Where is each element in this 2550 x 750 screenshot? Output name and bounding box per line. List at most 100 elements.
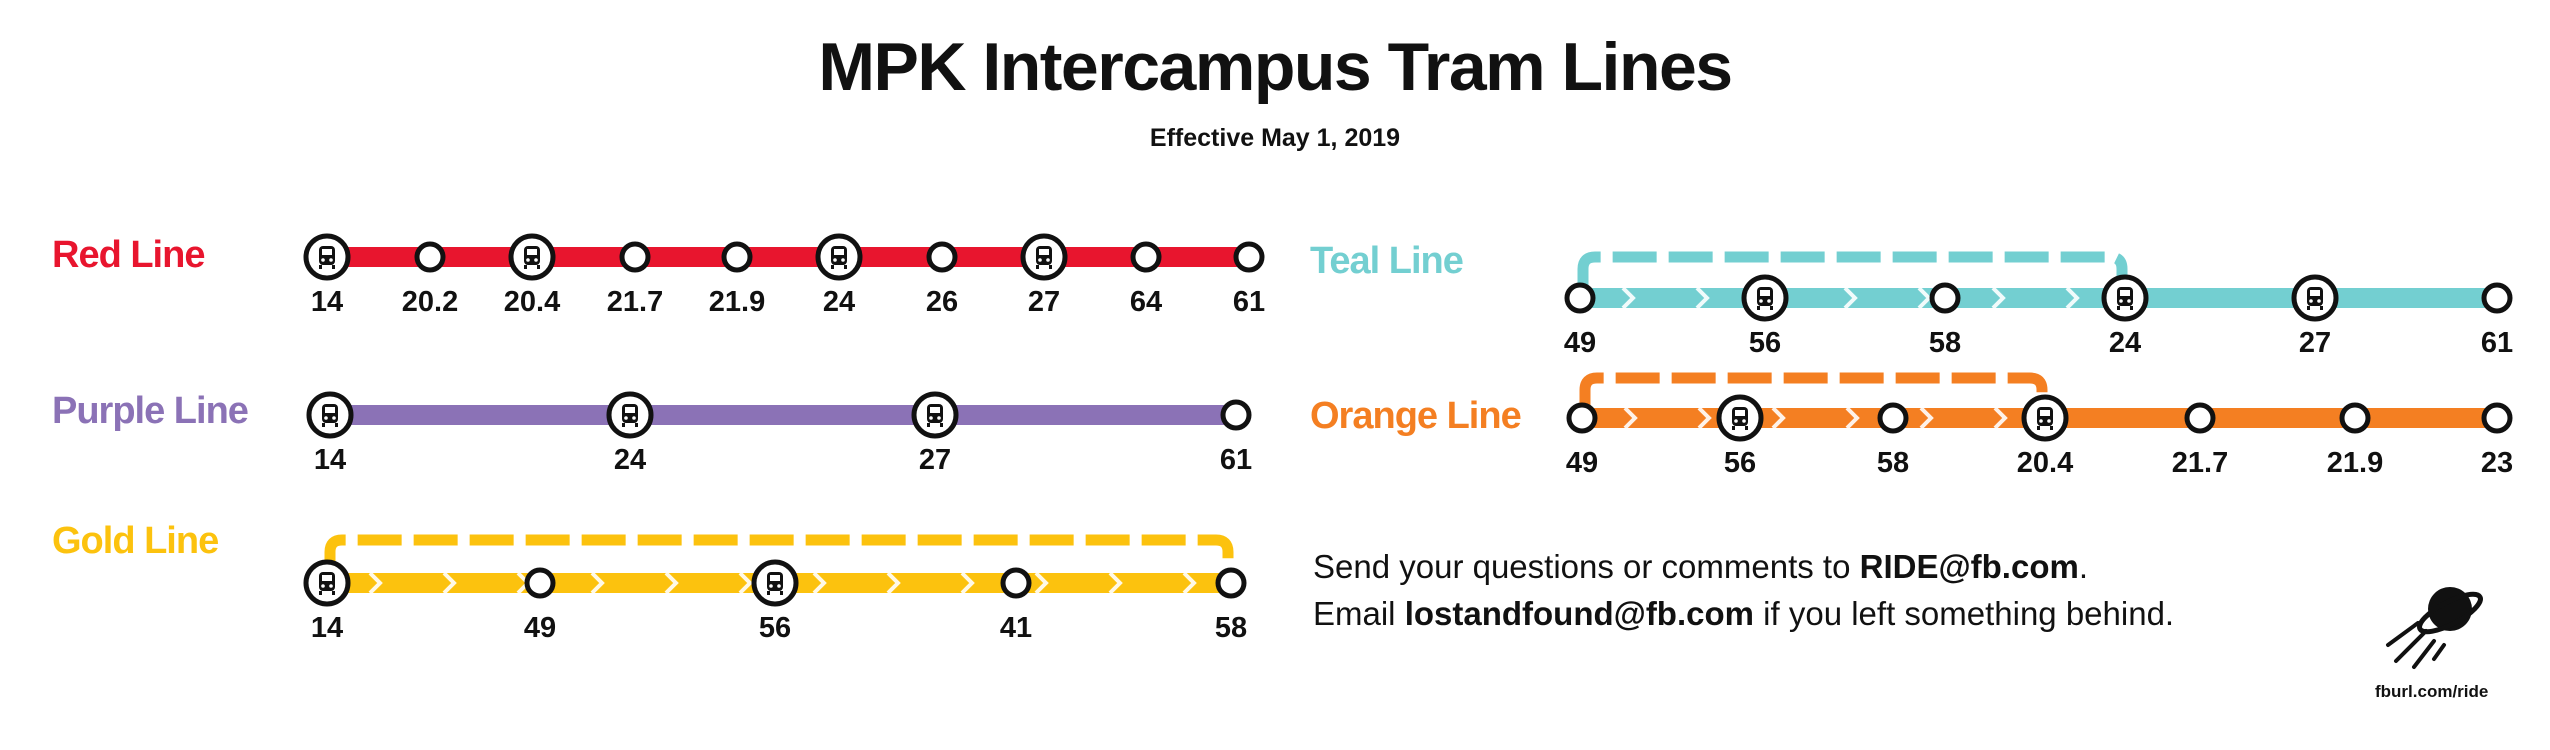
- direction-chevron: [1991, 286, 2006, 310]
- orange-stop: [1877, 402, 1909, 434]
- teal-stop-label: 24: [2108, 327, 2142, 359]
- gold-stop-label: 56: [758, 612, 792, 644]
- purple-stop-label: 14: [313, 444, 347, 476]
- direction-chevron: [590, 571, 605, 595]
- contact-text: Email: [1313, 595, 1405, 632]
- red-hub-stop: [815, 233, 863, 281]
- direction-chevron: [664, 571, 679, 595]
- teal-stop-label: 56: [1748, 327, 1782, 359]
- direction-chevron: [1623, 406, 1638, 430]
- purple-line-name: Purple Line: [52, 390, 249, 432]
- orange-stop: [2481, 402, 2513, 434]
- red-stop-label: 61: [1232, 286, 1266, 318]
- teal-stop: [2481, 282, 2513, 314]
- lostandfound-email-link[interactable]: lostandfound@fb.com: [1404, 595, 1754, 632]
- direction-chevron: [1845, 406, 1860, 430]
- direction-chevron: [738, 571, 753, 595]
- direction-chevron: [1621, 286, 1636, 310]
- direction-chevron: [812, 571, 827, 595]
- orange-express-bypass: [1579, 372, 2048, 408]
- page-subtitle: Effective May 1, 2019: [1149, 124, 1401, 152]
- red-stop-label: 14: [310, 286, 344, 318]
- purple-stop-label: 61: [1219, 444, 1253, 476]
- red-line-route: [303, 233, 1265, 281]
- fburl-link[interactable]: fburl.com/ride: [2375, 682, 2489, 701]
- orange-stop-label: 56: [1723, 447, 1757, 479]
- direction-chevron: [1695, 286, 1710, 310]
- red-stop-label: 64: [1129, 286, 1163, 318]
- red-stop: [721, 241, 753, 273]
- red-stop: [1233, 241, 1265, 273]
- orange-stop-label: 23: [2480, 447, 2514, 479]
- red-stop-label: 27: [1027, 286, 1061, 318]
- contact-text: if you left something behind.: [1754, 595, 2175, 632]
- gold-stop-label: 41: [999, 612, 1033, 644]
- direction-chevron: [1182, 571, 1197, 595]
- orange-stop-label: 21.9: [2326, 447, 2384, 479]
- red-stop-label: 24: [822, 286, 856, 318]
- purple-stop-label: 27: [918, 444, 952, 476]
- red-hub-stop: [508, 233, 556, 281]
- teal-stop: [1564, 282, 1596, 314]
- gold-stop-label: 49: [523, 612, 557, 644]
- teal-hub-stop: [2101, 274, 2149, 322]
- orange-line-route: [1566, 372, 2513, 442]
- direction-chevron: [1917, 286, 1932, 310]
- ride-email-link[interactable]: RIDE@fb.com: [1859, 548, 2079, 585]
- teal-stop-label: 58: [1928, 327, 1962, 359]
- direction-chevron: [1843, 286, 1858, 310]
- orange-stop-label: 49: [1565, 447, 1599, 479]
- direction-chevron: [960, 571, 975, 595]
- purple-hub-stop: [606, 391, 654, 439]
- ufo-icon: [2386, 587, 2483, 669]
- direction-chevron: [2065, 286, 2080, 310]
- teal-stop-label: 27: [2298, 327, 2332, 359]
- gold-stop: [524, 567, 556, 599]
- direction-chevron: [442, 571, 457, 595]
- gold-stop-label: 14: [310, 612, 344, 644]
- orange-stop: [2184, 402, 2216, 434]
- red-stop: [1130, 241, 1162, 273]
- orange-hub-stop: [1716, 394, 1764, 442]
- orange-stop-label: 21.7: [2171, 447, 2229, 479]
- red-stop: [926, 241, 958, 273]
- direction-chevron: [1697, 406, 1712, 430]
- page-title: MPK Intercampus Tram Lines: [818, 29, 1733, 105]
- red-hub-stop: [303, 233, 351, 281]
- gold-line-name: Gold Line: [52, 520, 219, 562]
- contact-line-lost-found: Email lostandfound@fb.com if you left so…: [1313, 595, 2174, 633]
- direction-chevron: [1034, 571, 1049, 595]
- contact-line-questions: Send your questions or comments to RIDE@…: [1313, 548, 2088, 586]
- red-stop-label: 21.9: [708, 286, 766, 318]
- direction-chevron: [368, 571, 383, 595]
- purple-line-route: [306, 391, 1252, 439]
- direction-chevron: [1108, 571, 1123, 595]
- purple-hub-stop: [306, 391, 354, 439]
- gold-stop: [1215, 567, 1247, 599]
- purple-stop-label: 24: [613, 444, 647, 476]
- orange-hub-stop: [2021, 394, 2069, 442]
- purple-stop: [1220, 399, 1252, 431]
- gold-stop-label: 58: [1214, 612, 1248, 644]
- orange-stop: [1566, 402, 1598, 434]
- direction-chevron: [1771, 406, 1786, 430]
- teal-hub-stop: [1741, 274, 1789, 322]
- orange-stop-label: 58: [1876, 447, 1910, 479]
- gold-hub-stop: [303, 559, 351, 607]
- purple-hub-stop: [911, 391, 959, 439]
- direction-chevron: [1993, 406, 2008, 430]
- teal-stop-label: 61: [2480, 327, 2514, 359]
- teal-hub-stop: [2291, 274, 2339, 322]
- red-stop-label: 21.7: [606, 286, 664, 318]
- red-line-name: Red Line: [52, 234, 205, 276]
- teal-stop-label: 49: [1563, 327, 1597, 359]
- red-stop-label: 20.2: [401, 286, 459, 318]
- gold-express-bypass: [324, 534, 1234, 573]
- orange-line-name: Orange Line: [1310, 395, 1522, 437]
- red-stop: [619, 241, 651, 273]
- red-hub-stop: [1020, 233, 1068, 281]
- direction-chevron: [886, 571, 901, 595]
- gold-line-route: [303, 534, 1247, 607]
- red-stop: [414, 241, 446, 273]
